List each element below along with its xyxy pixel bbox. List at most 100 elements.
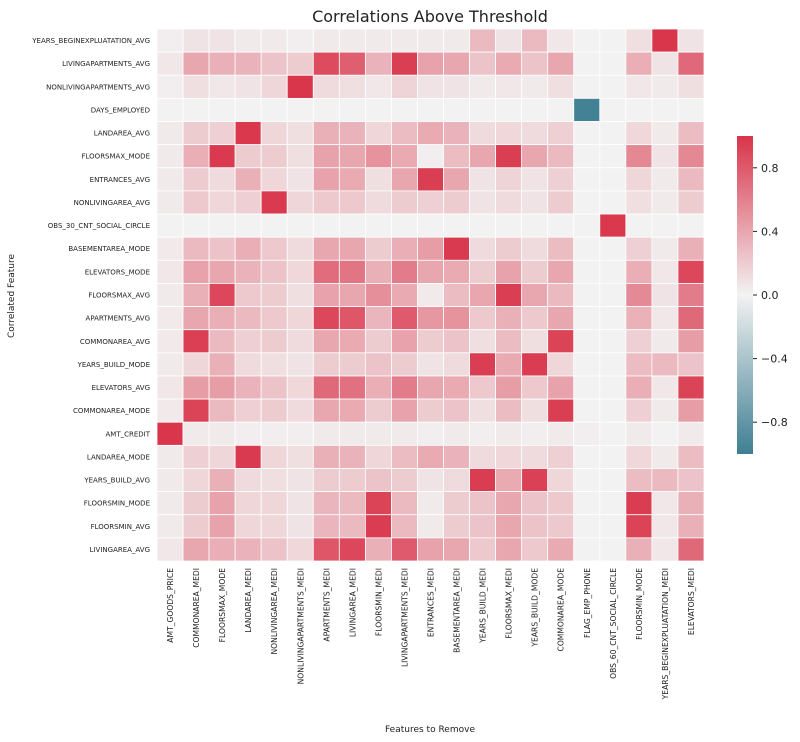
heatmap-cell <box>443 236 470 261</box>
heatmap-cell <box>417 190 444 215</box>
heatmap-cell <box>417 444 444 469</box>
heatmap-cell <box>625 352 653 377</box>
y-tick-label: DAYS_EMPLOYED <box>91 106 150 114</box>
heatmap-cell <box>312 28 340 53</box>
heatmap-cell <box>156 514 184 539</box>
y-tick-label: COMMONAREA_AVG <box>80 338 150 346</box>
heatmap-cell <box>208 121 236 146</box>
y-tick-label: YEARS_BEGINEXPLUATATION_AVG <box>31 37 150 45</box>
heatmap-cell <box>625 537 653 562</box>
heatmap-cell <box>443 306 470 331</box>
heatmap-cell <box>547 468 575 493</box>
heatmap-cell <box>260 74 288 99</box>
heatmap-cell <box>677 491 705 516</box>
heatmap-cell <box>521 144 549 169</box>
heatmap-cell <box>469 329 497 354</box>
heatmap-cell <box>469 121 497 146</box>
heatmap-cell <box>260 51 288 76</box>
heatmap-cell <box>234 144 262 169</box>
heatmap-cell <box>547 537 575 562</box>
x-tick-label: OBS_60_CNT_SOCIAL_CIRCLE <box>609 568 618 679</box>
heatmap-cell <box>599 259 627 284</box>
heatmap-cell <box>260 144 288 169</box>
heatmap-cell <box>599 28 627 53</box>
heatmap-cell <box>417 236 444 261</box>
heatmap-cell <box>338 514 366 539</box>
heatmap-cell <box>417 491 444 516</box>
heatmap-cell <box>547 329 575 354</box>
heatmap-cell <box>677 51 705 76</box>
heatmap-cell <box>286 329 314 354</box>
heatmap-cell <box>573 375 601 400</box>
heatmap-cell <box>286 421 314 446</box>
heatmap-cell <box>286 121 314 146</box>
heatmap-cell <box>338 468 366 493</box>
heatmap-cell <box>156 74 184 99</box>
heatmap-cell <box>364 421 392 446</box>
heatmap-cell <box>182 468 210 493</box>
heatmap-cell <box>208 468 236 493</box>
heatmap-cell <box>156 537 184 562</box>
heatmap-cell <box>182 375 210 400</box>
heatmap-cell <box>260 352 288 377</box>
heatmap-cell <box>521 306 549 331</box>
heatmap-cell <box>625 444 653 469</box>
heatmap-cell <box>573 444 601 469</box>
heatmap-cell <box>573 190 601 215</box>
heatmap-cell <box>234 213 262 238</box>
heatmap-cell <box>469 74 497 99</box>
heatmap-cell <box>677 236 705 261</box>
heatmap-cell <box>312 537 340 562</box>
heatmap-cell <box>391 213 418 238</box>
heatmap-cell <box>234 259 262 284</box>
heatmap-cell <box>364 97 392 122</box>
heatmap-cell <box>364 74 392 99</box>
heatmap-cell <box>364 190 392 215</box>
heatmap-cell <box>208 28 236 53</box>
heatmap-cell <box>364 444 392 469</box>
heatmap-cell <box>312 51 340 76</box>
heatmap-cell <box>625 190 653 215</box>
heatmap-cell <box>573 74 601 99</box>
heatmap-cell <box>651 444 679 469</box>
heatmap-cell <box>208 51 236 76</box>
heatmap-cell <box>208 167 236 192</box>
heatmap-cell <box>599 144 627 169</box>
heatmap-cell <box>625 375 653 400</box>
heatmap-cell <box>286 97 314 122</box>
heatmap-cell <box>651 144 679 169</box>
heatmap-cell <box>364 167 392 192</box>
heatmap-cell <box>182 491 210 516</box>
heatmap-cell <box>260 121 288 146</box>
heatmap-cell <box>234 514 262 539</box>
heatmap-cell <box>469 236 497 261</box>
heatmap-cell <box>364 537 392 562</box>
heatmap-cell <box>234 352 262 377</box>
heatmap-cell <box>599 97 627 122</box>
y-tick-label: NONLIVINGAPARTMENTS_AVG <box>46 83 150 91</box>
x-tick-label: COMMONAREA_MEDI <box>192 568 201 648</box>
heatmap-cell <box>625 421 653 446</box>
heatmap-cell <box>364 259 392 284</box>
heatmap-cell <box>495 375 523 400</box>
heatmap-cell <box>234 167 262 192</box>
heatmap-cell <box>547 213 575 238</box>
heatmap-cell <box>391 190 418 215</box>
heatmap-cell <box>521 421 549 446</box>
heatmap-cell <box>547 283 575 307</box>
heatmap-cell <box>391 468 418 493</box>
heatmap-cell <box>599 537 627 562</box>
heatmap-cell <box>364 28 392 53</box>
y-tick-label: ELEVATORS_AVG <box>92 384 150 392</box>
heatmap-cell <box>208 259 236 284</box>
heatmap-cell <box>286 398 314 423</box>
heatmap-cell <box>208 491 236 516</box>
heatmap-cell <box>443 444 470 469</box>
heatmap-cell <box>677 97 705 122</box>
heatmap-cell <box>208 236 236 261</box>
heatmap-cell <box>521 51 549 76</box>
heatmap-cell <box>651 306 679 331</box>
x-tick-label: ELEVATORS_MEDI <box>687 568 696 635</box>
heatmap-cell <box>234 97 262 122</box>
